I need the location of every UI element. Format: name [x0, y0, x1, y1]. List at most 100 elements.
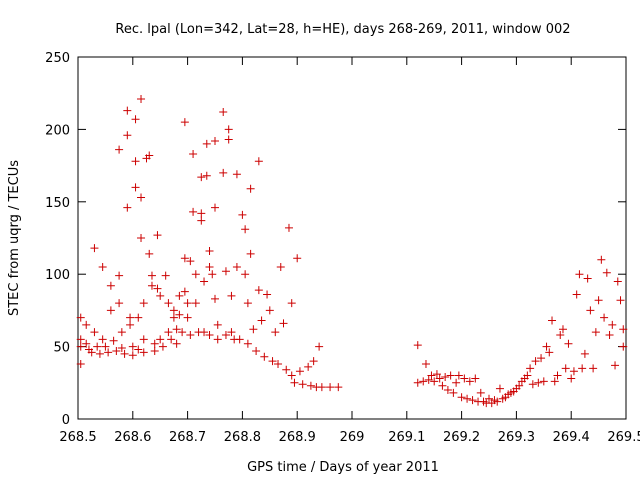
data-point [104, 348, 113, 357]
data-point [569, 367, 578, 376]
data-point [219, 108, 228, 117]
data-point [243, 339, 252, 348]
y-tick-label: 250 [45, 51, 70, 66]
data-point [90, 244, 99, 253]
data-point [180, 118, 189, 127]
data-point [134, 313, 143, 322]
x-tick-label: 268.6 [114, 430, 151, 445]
data-point [260, 352, 269, 361]
data-point [147, 271, 156, 280]
data-point [147, 281, 156, 290]
data-point [315, 342, 324, 351]
data-point [93, 342, 102, 351]
data-point [106, 281, 115, 290]
y-tick-label: 100 [45, 268, 70, 283]
data-point [208, 270, 217, 279]
data-point [558, 325, 567, 334]
data-point [211, 136, 219, 145]
data-point [539, 377, 548, 386]
data-point [90, 328, 99, 337]
data-point [424, 375, 433, 384]
data-point [271, 328, 280, 337]
data-point [202, 139, 211, 148]
data-point [421, 359, 430, 368]
data-point [580, 349, 589, 358]
data-point [172, 339, 181, 348]
data-point [101, 342, 110, 351]
data-point [542, 342, 551, 351]
data-point [591, 328, 600, 337]
data-point [156, 335, 165, 344]
data-point [575, 270, 584, 279]
data-point [158, 342, 167, 351]
data-point [298, 380, 307, 389]
data-point [243, 299, 252, 308]
data-point [180, 254, 189, 263]
data-point [427, 371, 436, 380]
data-point [274, 359, 283, 368]
data-point [186, 331, 195, 340]
data-point [545, 348, 554, 357]
data-point [534, 378, 543, 387]
data-point [169, 313, 178, 322]
data-point [178, 328, 187, 337]
x-tick-label: 268.5 [59, 430, 96, 445]
data-point [227, 291, 236, 300]
data-point [438, 381, 447, 390]
x-tick-label: 269.2 [443, 430, 480, 445]
x-tick-label: 269.3 [498, 430, 535, 445]
data-point [211, 294, 219, 303]
data-point [189, 207, 198, 216]
x-tick-label: 269.5 [607, 430, 640, 445]
data-point [161, 271, 170, 280]
data-point [572, 290, 581, 299]
data-point [191, 299, 200, 308]
data-point [457, 393, 466, 402]
data-point [221, 331, 230, 340]
data-point [115, 299, 124, 308]
x-tick-label: 268.9 [279, 430, 316, 445]
data-point [249, 325, 258, 334]
data-point [419, 377, 428, 386]
x-axis-label: GPS time / Days of year 2011 [247, 460, 439, 475]
data-point [254, 286, 263, 295]
data-point [306, 381, 315, 390]
data-point [137, 193, 146, 202]
data-point [131, 183, 140, 192]
x-axis-ticks: 268.5 268.6 268.7 268.8 268.9 269 269.1 269.2 26… [59, 57, 640, 445]
data-point [616, 296, 625, 305]
data-point [221, 267, 230, 276]
data-point [263, 290, 272, 299]
data-point [252, 346, 261, 355]
data-point [454, 371, 463, 380]
y-tick-label: 150 [45, 196, 70, 211]
data-point [172, 325, 181, 334]
data-point [282, 365, 291, 374]
data-point [578, 364, 587, 373]
data-point [200, 277, 209, 286]
x-tick-label: 269.1 [388, 430, 425, 445]
data-point [526, 364, 535, 373]
data-point [186, 257, 195, 266]
data-point [232, 262, 241, 271]
data-point [246, 249, 255, 258]
data-point [531, 357, 540, 366]
data-point [287, 299, 296, 308]
data-point [449, 388, 458, 397]
data-point [304, 362, 313, 371]
data-point [600, 313, 609, 322]
data-point [175, 291, 184, 300]
data-point [123, 203, 132, 212]
data-point [452, 378, 461, 387]
data-point [191, 270, 200, 279]
data-point [583, 274, 592, 283]
data-point [137, 234, 146, 242]
data-point [460, 374, 469, 383]
data-point [619, 325, 628, 334]
data-point [76, 342, 85, 351]
data-point [257, 316, 266, 325]
data-point [227, 328, 236, 337]
data-point [189, 150, 198, 159]
data-point [115, 271, 124, 280]
data-point [76, 335, 85, 344]
